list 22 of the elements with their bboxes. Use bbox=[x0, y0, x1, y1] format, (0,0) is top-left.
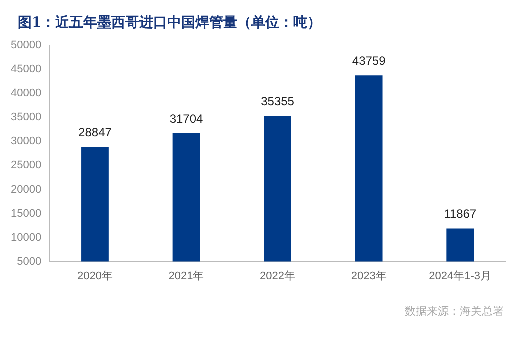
y-tick-label: 15000 bbox=[10, 208, 42, 220]
y-tick-label: 50000 bbox=[10, 40, 42, 52]
x-tick-label: 2023年 bbox=[351, 270, 387, 282]
y-tick-label: 5000 bbox=[17, 256, 42, 268]
y-tick-label: 25000 bbox=[10, 160, 42, 172]
y-tick-label: 40000 bbox=[10, 88, 42, 100]
y-tick-label: 45000 bbox=[10, 64, 42, 76]
x-tick-label: 2020年 bbox=[77, 270, 113, 282]
data-label: 11867 bbox=[444, 207, 477, 222]
y-tick-label: 35000 bbox=[10, 112, 42, 124]
data-label: 35355 bbox=[261, 94, 295, 108]
x-tick-label: 2022年 bbox=[260, 270, 296, 282]
chart-title: 图1：近五年墨西哥进口中国焊管量（单位：吨） bbox=[17, 14, 323, 33]
x-tick-label: 2021年 bbox=[168, 270, 204, 282]
data-label: 43759 bbox=[352, 54, 386, 68]
y-tick-label: 30000 bbox=[10, 136, 42, 148]
source-note: 数据来源：海关总署 bbox=[404, 304, 505, 319]
data-label: 31704 bbox=[170, 112, 204, 126]
data-label: 28847 bbox=[78, 126, 112, 140]
x-tick-label: 2024年1-3月 bbox=[429, 270, 492, 282]
y-tick-label: 20000 bbox=[10, 184, 42, 196]
y-tick-label: 10000 bbox=[10, 232, 42, 244]
